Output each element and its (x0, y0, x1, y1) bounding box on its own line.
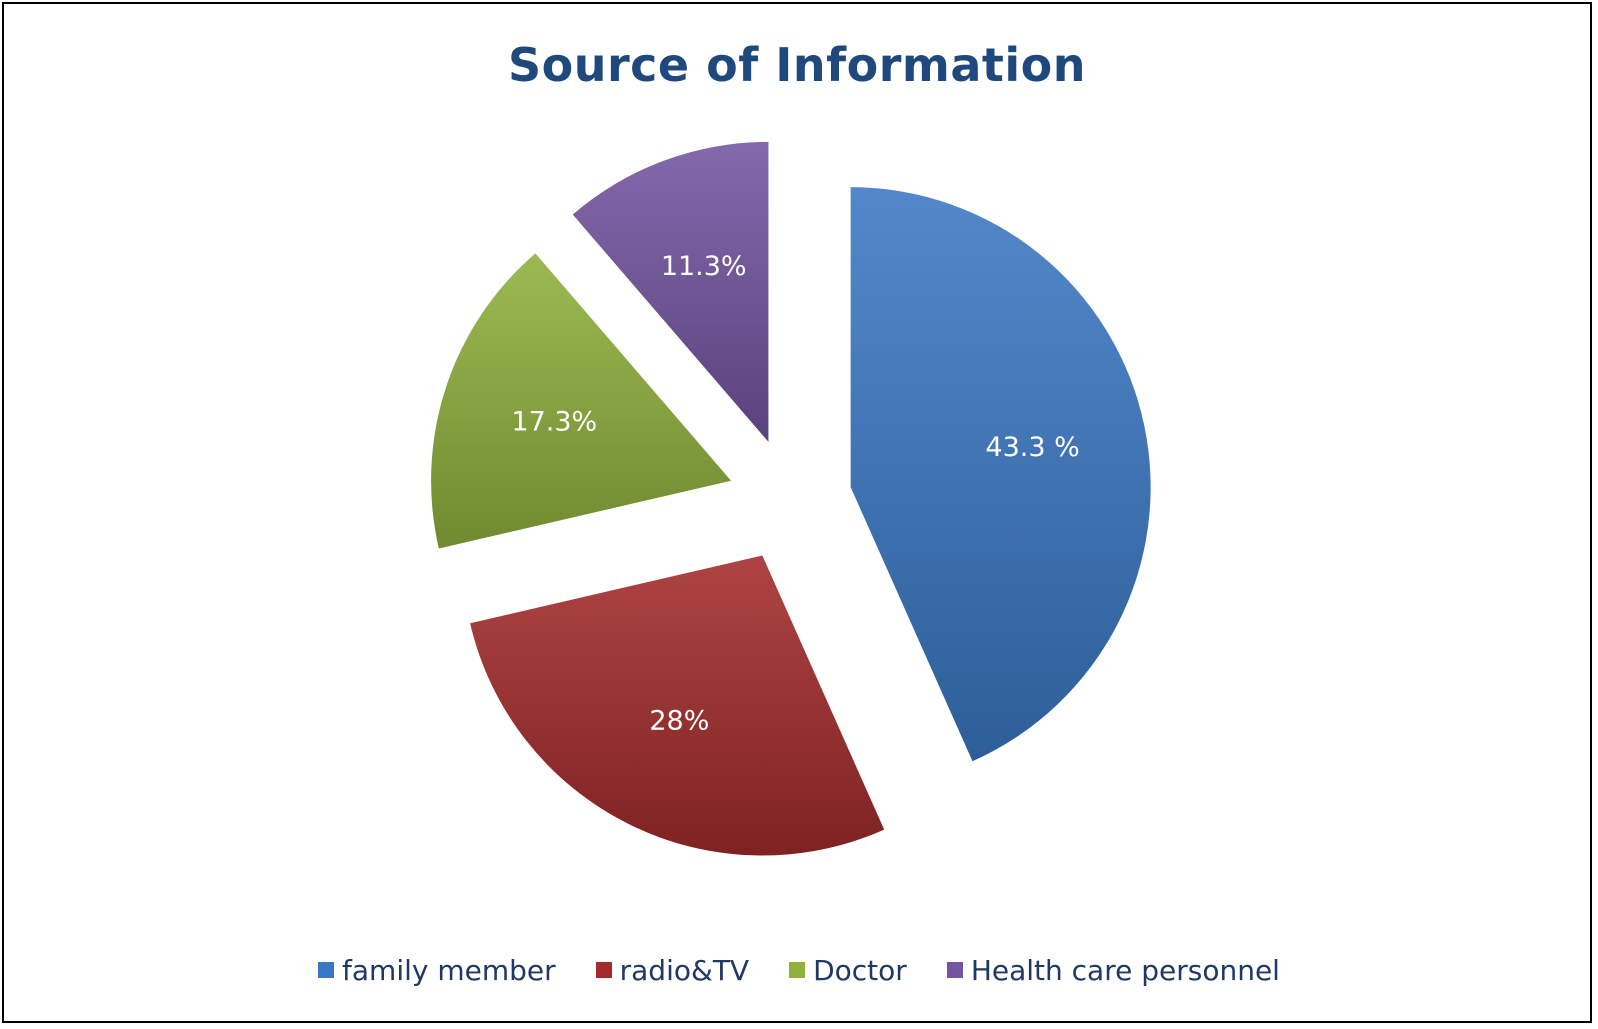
pie-slice-doctor (431, 253, 732, 549)
slice-label-family-member: 43.3 % (985, 432, 1079, 463)
chart-title: Source of Information (507, 38, 1087, 92)
legend-swatch-family-member (318, 962, 335, 978)
legend: family member radio&TV Doctor Health car… (0, 950, 1598, 990)
legend-swatch-radio-tv (595, 962, 612, 978)
legend-swatch-health-care-personnel (946, 962, 963, 978)
legend-label-family-member: family member (342, 953, 556, 987)
legend-item-doctor: Doctor (789, 954, 907, 987)
legend-label-radio-tv: radio&TV (619, 953, 750, 987)
legend-item-radio-tv: radio&TV (595, 953, 750, 987)
legend-item-family-member: family member (318, 954, 556, 987)
legend-label-doctor: Doctor (813, 953, 907, 987)
legend-item-health-care-personnel: Health care personnel (946, 953, 1280, 987)
slice-label-health-care-personnel: 11.3% (661, 251, 747, 282)
slice-label-doctor: 17.3% (511, 406, 597, 437)
legend-swatch-doctor (789, 962, 806, 978)
pie-slice-radio-tv (470, 555, 885, 856)
slice-label-radio-tv: 28% (649, 705, 709, 736)
pie-slice-health-care-personnel (572, 141, 769, 442)
legend-label-health-care-personnel: Health care personnel (970, 953, 1280, 987)
pie-slice-family-member (850, 187, 1151, 762)
